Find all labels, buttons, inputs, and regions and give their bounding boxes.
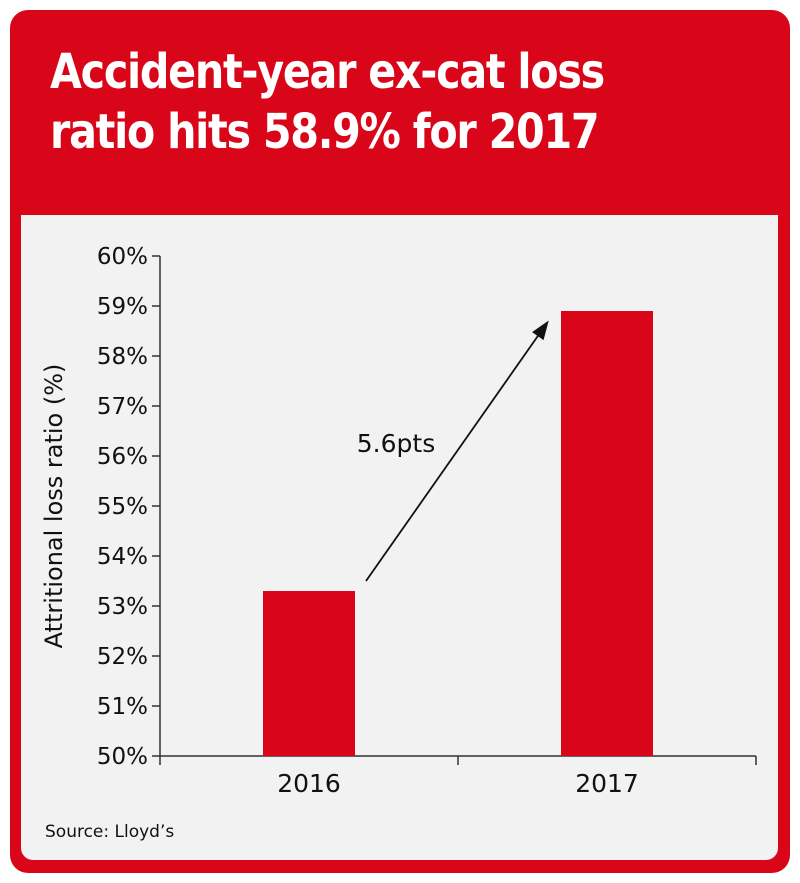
y-tick-label: 52% (97, 644, 148, 670)
y-tick-label: 55% (97, 494, 148, 520)
change-annotation: 5.6pts (357, 429, 435, 458)
y-tick-label: 60% (97, 244, 148, 270)
bar-2016 (263, 591, 355, 756)
x-category-label: 2017 (575, 769, 639, 798)
y-axis-label: Attritional loss ratio (%) (40, 364, 68, 649)
y-tick-label: 59% (97, 294, 148, 320)
chart-title: Accident-year ex-cat loss ratio hits 58.… (50, 42, 652, 162)
y-tick-label: 51% (97, 694, 148, 720)
y-tick-label: 50% (97, 744, 148, 770)
chart-title-line-2: ratio hits 58.9% for 2017 (50, 104, 600, 160)
y-tick-label: 57% (97, 394, 148, 420)
change-arrowhead (532, 320, 549, 341)
y-tick-label: 58% (97, 344, 148, 370)
y-tick-label: 53% (97, 594, 148, 620)
change-arrow (365, 322, 548, 582)
chart-title-line-1: Accident-year ex-cat loss (50, 44, 605, 100)
y-tick-label: 56% (97, 444, 148, 470)
bar-2017 (561, 311, 653, 756)
y-tick-label: 54% (97, 544, 148, 570)
x-category-label: 2016 (277, 769, 341, 798)
source-note: Source: Lloyd’s (45, 822, 175, 842)
